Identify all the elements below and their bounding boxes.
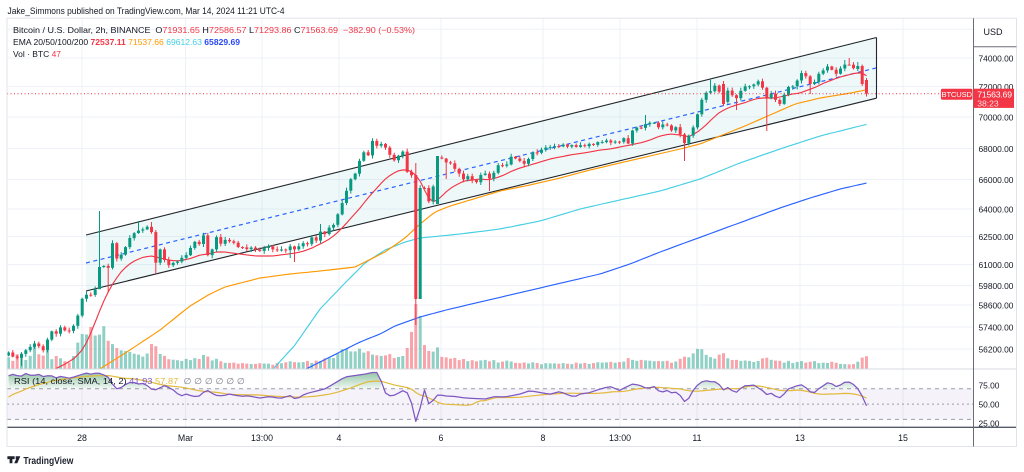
svg-text:50.00: 50.00	[979, 400, 1000, 410]
svg-text:38:23: 38:23	[977, 98, 999, 108]
svg-text:11: 11	[692, 433, 701, 443]
svg-text:71563.69: 71563.69	[977, 89, 1012, 99]
svg-text:64000.00: 64000.00	[979, 205, 1014, 215]
svg-text:75.00: 75.00	[979, 381, 1000, 391]
svg-text:56200.00: 56200.00	[979, 345, 1014, 355]
svg-text:4: 4	[337, 433, 342, 443]
svg-text:TradingView: TradingView	[23, 456, 73, 467]
svg-text:68000.00: 68000.00	[979, 144, 1014, 154]
svg-text:EMA 20/50/100/200 72537.11 715: EMA 20/50/100/200 72537.11 71537.66 6961…	[13, 37, 240, 47]
svg-text:28: 28	[77, 433, 87, 443]
svg-text:13: 13	[795, 433, 805, 443]
svg-text:66000.00: 66000.00	[979, 175, 1014, 185]
svg-text:8: 8	[541, 433, 546, 443]
svg-text:61000.00: 61000.00	[979, 260, 1014, 270]
svg-text:70000.00: 70000.00	[979, 113, 1014, 123]
svg-text:58600.00: 58600.00	[979, 301, 1014, 311]
svg-text:59800.00: 59800.00	[979, 281, 1014, 291]
svg-text:25.00: 25.00	[979, 419, 1000, 429]
svg-text:74000.00: 74000.00	[979, 54, 1014, 64]
svg-text:57400.00: 57400.00	[979, 323, 1014, 333]
svg-text:13:00: 13:00	[609, 433, 631, 443]
svg-text:13:00: 13:00	[251, 433, 273, 443]
svg-text:USD: USD	[984, 27, 1004, 37]
svg-text:RSI (14, close, SMA, 14, 2) 41: RSI (14, close, SMA, 14, 2) 41.93 57.87 …	[14, 376, 245, 386]
svg-text:Jake_Simmons published on Trad: Jake_Simmons published on TradingView.co…	[8, 6, 285, 16]
svg-text:Bitcoin / U.S. Dollar, 2h, BIN: Bitcoin / U.S. Dollar, 2h, BINANCE O 7193…	[13, 25, 415, 35]
svg-text:6: 6	[439, 433, 444, 443]
svg-text:Mar: Mar	[178, 433, 193, 443]
svg-text:BTCUSD: BTCUSD	[942, 90, 973, 99]
svg-text:72000.00: 72000.00	[979, 82, 1014, 92]
svg-text:62500.00: 62500.00	[979, 232, 1014, 242]
svg-text:15: 15	[898, 433, 908, 443]
svg-text:Vol · BTC 47: Vol · BTC 47	[13, 49, 61, 59]
